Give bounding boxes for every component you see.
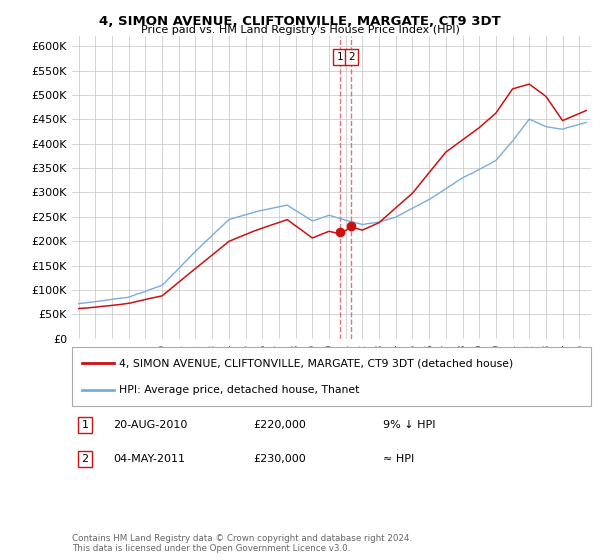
Text: 4, SIMON AVENUE, CLIFTONVILLE, MARGATE, CT9 3DT: 4, SIMON AVENUE, CLIFTONVILLE, MARGATE, …: [99, 15, 501, 27]
Text: 1: 1: [337, 52, 343, 62]
Text: 2: 2: [348, 52, 355, 62]
Text: Contains HM Land Registry data © Crown copyright and database right 2024.
This d: Contains HM Land Registry data © Crown c…: [72, 534, 412, 553]
Text: 9% ↓ HPI: 9% ↓ HPI: [383, 420, 436, 430]
FancyBboxPatch shape: [72, 347, 591, 406]
Text: 04-MAY-2011: 04-MAY-2011: [113, 454, 185, 464]
Text: ≈ HPI: ≈ HPI: [383, 454, 415, 464]
Text: £230,000: £230,000: [254, 454, 307, 464]
Text: 4, SIMON AVENUE, CLIFTONVILLE, MARGATE, CT9 3DT (detached house): 4, SIMON AVENUE, CLIFTONVILLE, MARGATE, …: [119, 358, 513, 368]
Text: 1: 1: [82, 420, 88, 430]
Text: HPI: Average price, detached house, Thanet: HPI: Average price, detached house, Than…: [119, 385, 359, 395]
Text: £220,000: £220,000: [254, 420, 307, 430]
Text: Price paid vs. HM Land Registry's House Price Index (HPI): Price paid vs. HM Land Registry's House …: [140, 25, 460, 35]
Text: 2: 2: [82, 454, 89, 464]
Text: 20-AUG-2010: 20-AUG-2010: [113, 420, 188, 430]
